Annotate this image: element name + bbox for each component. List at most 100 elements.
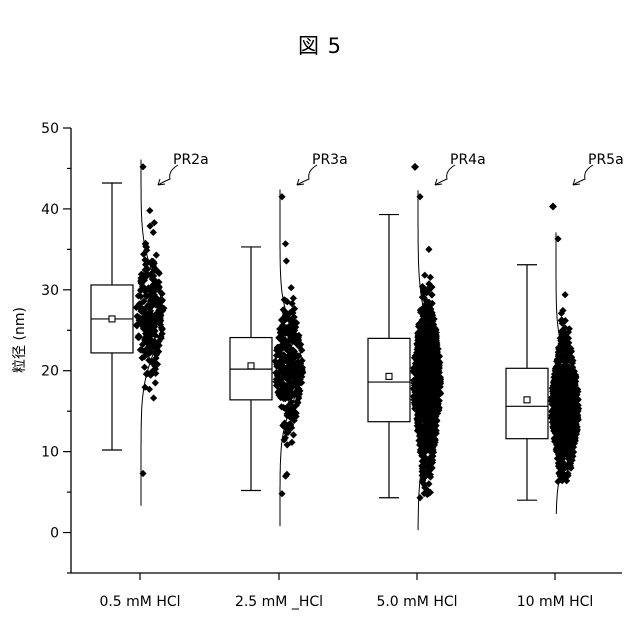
data-point [557,384,565,392]
data-point [289,294,297,302]
data-point [276,387,284,395]
data-point [146,349,154,357]
data-point [418,381,426,390]
data-point [146,222,154,230]
data-point [561,418,569,426]
data-point [287,366,295,374]
data-point [142,239,150,247]
data-point [416,424,424,432]
data-point [567,345,575,353]
data-point [142,345,150,353]
box-group: 5.0 mM HCl PR4a [367,152,486,610]
data-point [288,438,296,446]
data-point [272,369,280,377]
data-point [157,333,165,341]
annotation-arrow [434,164,456,186]
data-point [146,342,154,350]
annotation-arrowhead [434,178,443,186]
data-point [281,307,289,315]
data-point [280,404,288,412]
y-axis-label: 粒径 (nm) [12,307,28,373]
axes: 0 10 20 30 40 50 [41,121,622,574]
data-point [553,364,561,372]
data-point [411,352,419,360]
annotation-arrowhead [296,178,305,186]
data-point [550,377,558,385]
data-point [152,277,160,285]
data-point [559,366,567,374]
data-point [149,312,157,320]
data-point [286,406,294,414]
data-point [285,323,293,331]
data-point [414,408,422,416]
data-point [563,423,571,431]
y-tick-label: 10 [41,445,59,461]
data-point [298,346,306,354]
data-point [557,316,565,325]
data-point [282,345,290,353]
y-tick-label: 20 [41,364,59,380]
data-point [292,379,300,387]
data-point [429,438,437,446]
data-point [132,303,140,312]
data-point [290,313,298,321]
data-point [133,321,141,329]
data-point [276,328,284,336]
data-point [271,357,279,365]
data-point [421,473,429,481]
data-point [558,328,566,336]
data-point [563,388,571,396]
data-point [431,386,439,394]
data-point [275,344,283,352]
data-point [424,338,432,346]
data-point [416,406,424,414]
data-point [295,343,303,351]
annotation-label: PR4a [450,152,486,168]
data-point [143,370,151,378]
data-point [155,337,163,345]
data-point [278,331,286,339]
data-point [416,386,424,394]
data-point [556,400,564,408]
data-point [569,396,577,404]
data-point [142,261,150,269]
data-point [282,257,290,265]
data-point [147,284,155,292]
data-point [428,464,436,472]
data-point [432,366,440,374]
data-point [564,368,572,376]
data-point [557,473,565,481]
data-point [561,405,569,413]
data-point [556,442,565,450]
mean-marker [108,315,116,323]
data-point [558,452,566,460]
data-point [134,292,142,300]
data-point [152,251,160,259]
data-point [568,359,576,367]
data-point [287,321,295,329]
y-tick-label: 0 [50,526,59,542]
data-point [290,373,298,381]
x-category-label: 10 mM HCl [517,594,594,610]
data-point [427,441,435,449]
data-point [553,355,561,363]
data-point [424,359,432,367]
data-point [413,356,421,364]
data-point [566,353,574,361]
data-point [550,423,558,431]
data-point [556,345,564,353]
data-point [148,290,157,298]
data-point [549,385,557,393]
data-point [139,322,147,330]
data-point [559,306,567,315]
data-point [569,383,577,391]
data-point [415,343,423,351]
data-point [421,458,429,466]
data-point [425,298,433,306]
data-point [562,395,571,403]
data-point [568,451,576,459]
data-point [287,421,295,429]
data-point [147,358,155,366]
data-point [425,245,433,253]
data-point [566,416,574,424]
